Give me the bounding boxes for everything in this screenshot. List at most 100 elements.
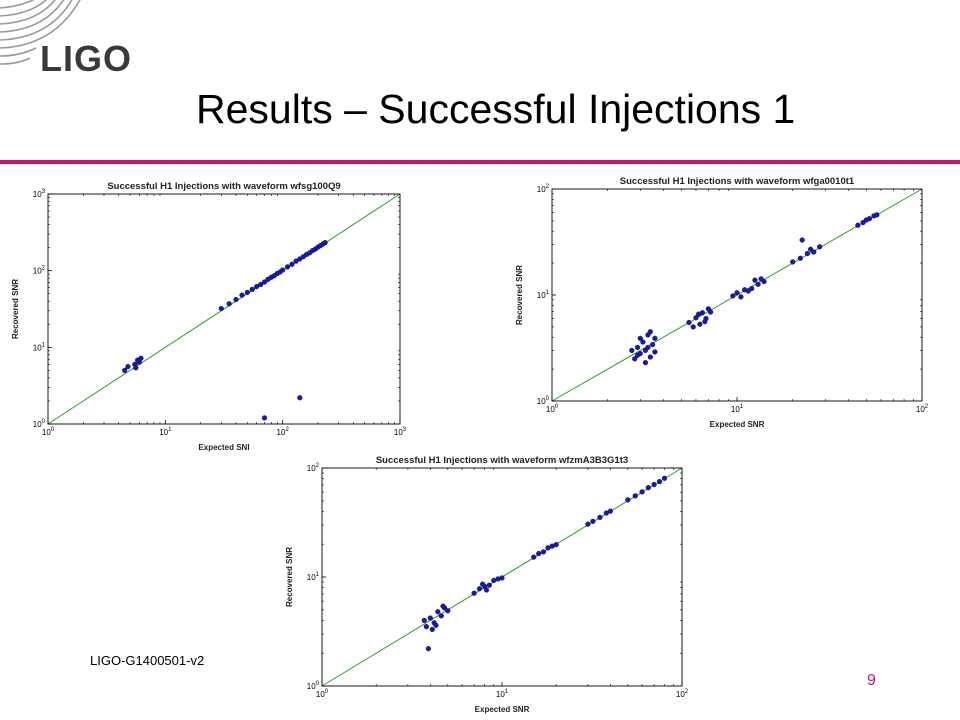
data-point [855,222,861,228]
reference-line [47,193,401,425]
data-point [218,306,224,312]
data-point [697,321,703,327]
data-point [790,259,796,265]
y-tick-label: 100 [307,681,320,691]
data-point [632,356,638,362]
data-point [799,237,805,243]
data-point [445,608,451,614]
y-tick-label: 103 [33,189,46,199]
chart-title: Successful H1 Injections with waveform w… [376,455,628,466]
data-point [645,344,651,351]
y-tick-label: 100 [537,396,550,406]
data-point [471,590,477,596]
data-point [254,283,260,290]
data-point [322,240,328,246]
data-point [607,508,613,514]
data-point [261,279,268,285]
y-axis-label: Recovered SNR [285,547,294,607]
data-point [661,475,668,481]
chart-svg: Successful H1 Injections with waveform w… [285,455,689,714]
x-tick-label: 100 [42,427,55,437]
chart-title: Successful H1 Injections with waveform w… [620,176,855,187]
data-point [531,554,537,560]
document-id: LIGO-G1400501-v2 [90,653,205,668]
data-point [476,586,483,592]
data-point [261,415,268,421]
chart-title: Successful H1 Injections with waveform w… [107,181,340,192]
data-point [708,309,714,315]
data-point [758,276,764,282]
x-tick-label: 100 [546,404,559,414]
y-tick-label: 102 [307,463,320,473]
data-point [652,335,658,341]
x-tick-label: 103 [394,427,407,437]
data-point [874,212,880,218]
plot-frame [551,188,923,402]
title-divider [0,160,960,164]
data-point [284,264,291,270]
data-point [438,613,444,619]
data-point [536,550,542,557]
y-tick-label: 101 [307,572,320,582]
data-point [730,293,736,299]
data-point [425,646,431,652]
data-point [817,244,823,250]
y-tick-label: 101 [537,290,550,300]
data-point [651,481,657,488]
data-point [647,354,653,360]
y-tick-label: 102 [33,266,46,276]
data-point [650,342,656,348]
x-axis-label: Expected SNR [475,705,530,714]
data-point [752,277,758,283]
data-point [585,521,591,527]
ligo-logo-text: LIGO [40,38,132,79]
data-point [440,603,446,609]
chart-2: Successful H1 Injections with waveform w… [512,175,930,435]
slide-title: Results – Successful Injections 1 [196,86,796,132]
chart-3: Successful H1 Injections with waveform w… [282,454,690,720]
y-tick-label: 102 [537,184,550,194]
data-point [239,292,245,298]
data-point [258,281,264,288]
data-point [755,281,761,287]
data-point [499,575,505,581]
x-tick-label: 101 [159,427,172,437]
data-point [421,617,427,623]
data-point [637,335,643,341]
data-point [645,485,651,491]
y-tick-label: 100 [33,419,46,429]
data-point [734,290,740,296]
data-point [656,479,663,485]
data-point [632,493,638,499]
data-point [866,216,873,222]
data-point [297,395,303,401]
data-point [808,246,814,252]
data-point [289,261,295,267]
data-point [639,489,645,495]
data-point [423,624,429,630]
page-number: 9 [867,672,876,689]
data-point [133,365,139,371]
data-point [640,339,646,345]
x-tick-label: 102 [916,404,929,414]
data-point [804,250,810,257]
data-point [553,542,559,548]
data-point [597,514,603,521]
x-tick-label: 101 [731,404,744,414]
plot-frame [321,467,683,687]
data-point [540,549,547,555]
data-point [652,349,658,355]
chart-svg: Successful H1 Injections with waveform w… [515,176,929,429]
data-point [686,319,692,326]
data-point [125,364,131,370]
data-point [634,344,641,351]
y-tick-label: 101 [33,342,46,352]
data-point [233,296,239,303]
data-point [280,267,286,273]
data-point [486,582,492,588]
data-point [427,615,433,621]
data-point [435,609,441,615]
data-point [483,587,490,593]
x-tick-label: 101 [496,689,509,699]
y-axis-label: Recovered SNR [515,265,524,325]
